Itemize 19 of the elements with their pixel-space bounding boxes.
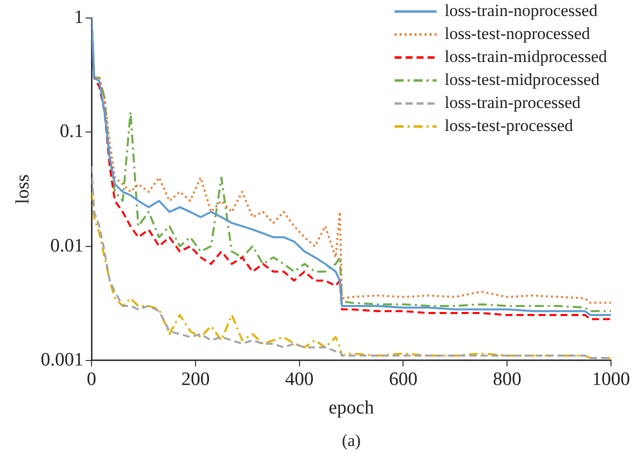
y-tick-label: 0.001 — [40, 349, 84, 370]
x-tick-label: 600 — [388, 368, 418, 390]
legend-label: loss-train-midprocessed — [444, 46, 608, 66]
x-tick-label: 200 — [181, 368, 210, 390]
legend-label: loss-train-noprocessed — [444, 0, 598, 20]
legend-label: loss-train-processed — [444, 92, 582, 112]
y-tick-label: 0.1 — [60, 121, 84, 142]
legend-label: loss-test-midprocessed — [444, 70, 600, 89]
legend-label: loss-test-noprocessed — [444, 24, 591, 43]
y-tick-label: 1 — [74, 6, 84, 28]
y-tick-label: 0.01 — [50, 235, 84, 256]
x-tick-label: 0 — [86, 368, 96, 390]
y-axis-title: loss — [12, 174, 34, 204]
x-tick-label: 1000 — [592, 368, 630, 390]
x-axis-title: epoch — [328, 398, 374, 419]
legend-label: loss-test-processed — [444, 116, 574, 135]
text: (a) — [342, 431, 361, 450]
x-tick-label: 400 — [285, 368, 314, 390]
x-tick-label: 800 — [492, 368, 522, 390]
